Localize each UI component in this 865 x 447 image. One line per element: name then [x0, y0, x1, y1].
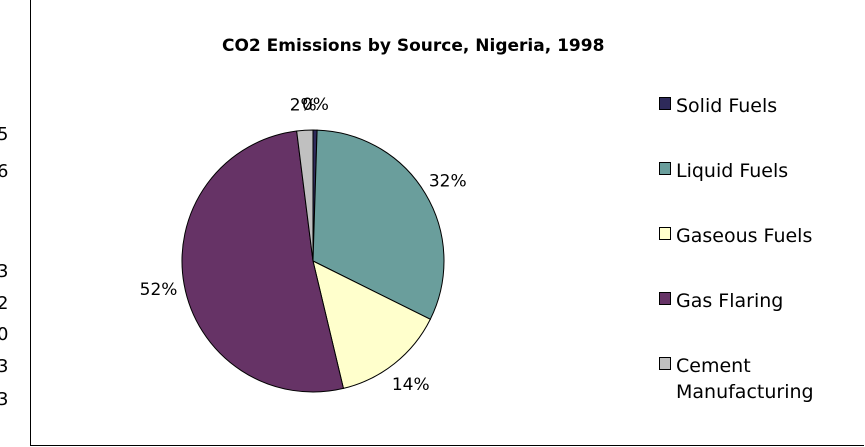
side-fragment-7: 3 — [0, 389, 9, 410]
legend-label-solid-fuels: Solid Fuels — [676, 95, 778, 117]
data-label-gaseous-fuels: 14% — [392, 375, 430, 395]
pie-slice-cement-manufacturing — [296, 129, 314, 262]
legend-item-liquid-fuels: Liquid Fuels — [659, 158, 788, 184]
legend-label-liquid-fuels: Liquid Fuels — [676, 160, 789, 182]
side-fragment-2: 6 — [0, 161, 9, 182]
legend-item-cement-manufacturing: Cement Manufacturing — [659, 353, 814, 405]
side-fragment-6: 3 — [0, 356, 9, 377]
legend-item-solid-fuels: Solid Fuels — [659, 93, 777, 119]
legend-item-gas-flaring: Gas Flaring — [659, 288, 783, 314]
legend-swatch-gaseous-fuels — [659, 227, 671, 240]
data-label-cement-manufacturing: 2% — [290, 95, 317, 115]
side-fragment-5: 0 — [0, 324, 9, 345]
side-fragment-4: 2 — [0, 293, 9, 314]
legend-swatch-cement-manufacturing — [659, 357, 671, 370]
legend-swatch-solid-fuels — [659, 97, 671, 110]
legend-label-cement-manufacturing: Cement Manufacturing — [676, 355, 814, 403]
data-label-solid-fuels: 0% — [302, 95, 329, 115]
data-label-gas-flaring: 52% — [140, 280, 178, 300]
side-fragment-3: 3 — [0, 261, 9, 282]
legend-swatch-liquid-fuels — [659, 162, 671, 175]
side-fragment-1: 5 — [0, 124, 9, 145]
pie-slice-gaseous-fuels — [312, 260, 431, 390]
chart-frame — [30, 0, 864, 446]
chart-title: CO2 Emissions by Source, Nigeria, 1998 — [222, 36, 605, 56]
pie-slice-liquid-fuels — [312, 129, 445, 320]
legend-swatch-gas-flaring — [659, 292, 671, 305]
legend-label-gas-flaring: Gas Flaring — [676, 290, 784, 312]
legend-item-gaseous-fuels: Gaseous Fuels — [659, 223, 812, 249]
data-label-liquid-fuels: 32% — [429, 171, 467, 191]
legend-label-gaseous-fuels: Gaseous Fuels — [676, 225, 813, 247]
pie-slice-gas-flaring — [181, 130, 345, 393]
